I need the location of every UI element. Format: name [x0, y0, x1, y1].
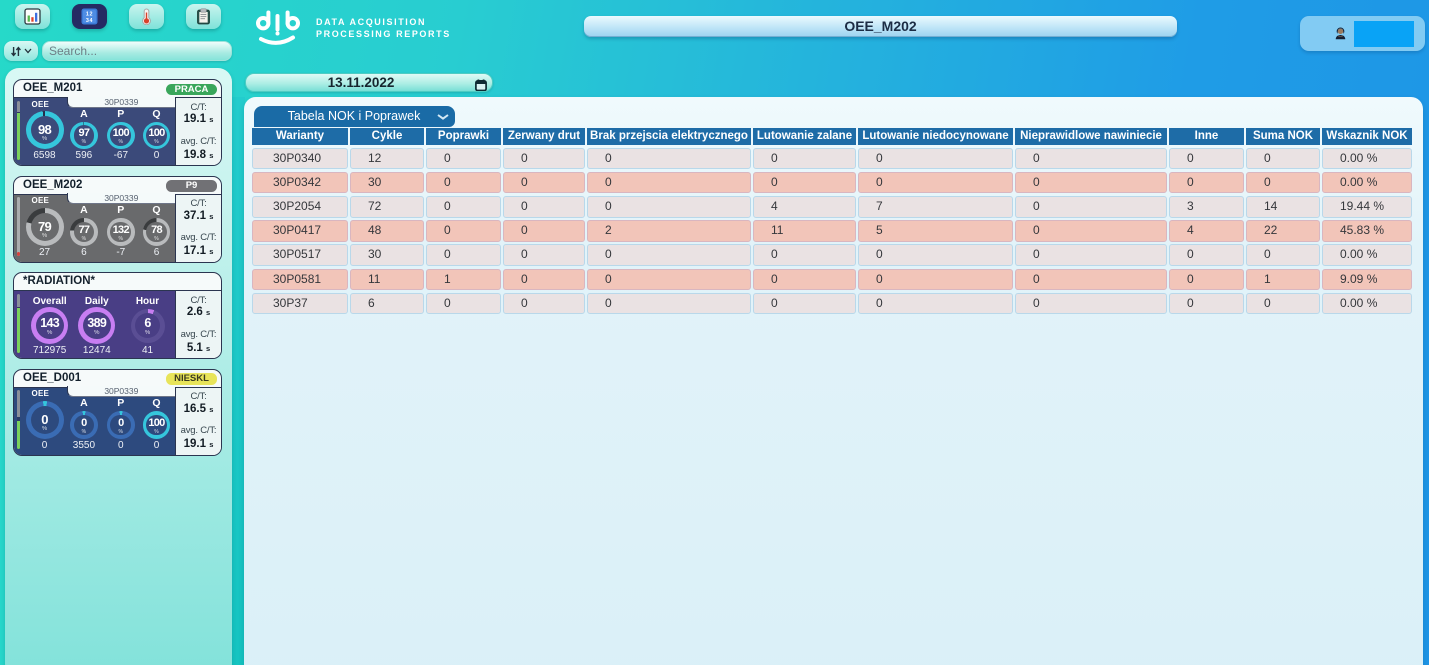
svg-text:34: 34 — [86, 18, 93, 24]
svg-text:12: 12 — [86, 12, 93, 18]
